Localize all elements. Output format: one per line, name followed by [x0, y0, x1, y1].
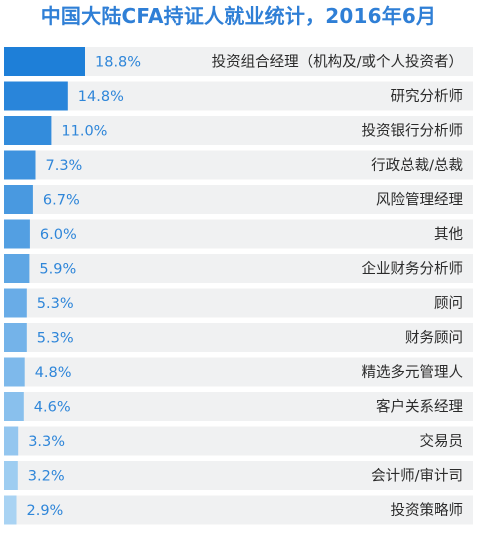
row-background	[4, 426, 473, 456]
category-label: 顾问	[434, 295, 463, 312]
category-label: 风险管理经理	[376, 192, 463, 209]
bar	[4, 392, 24, 421]
category-label: 投资银行分析师	[362, 123, 464, 140]
category-label: 研究分析师	[391, 88, 464, 105]
bar	[4, 81, 68, 111]
row-background	[4, 288, 473, 318]
category-label: 行政总裁/总裁	[371, 157, 463, 174]
row-background	[4, 323, 473, 352]
bar	[4, 357, 25, 387]
bar	[4, 426, 19, 456]
value-label: 3.2%	[28, 469, 65, 485]
category-label: 企业财务分析师	[362, 260, 464, 278]
category-label: 会计师/审计司	[371, 468, 463, 485]
bar	[4, 461, 18, 490]
bar	[4, 150, 36, 180]
row-background	[4, 495, 473, 525]
value-label: 11.0%	[61, 124, 107, 140]
value-label: 4.8%	[35, 365, 72, 381]
bar	[4, 116, 52, 145]
row-background	[4, 116, 473, 145]
value-label: 3.3%	[28, 434, 65, 450]
bar	[4, 323, 27, 352]
value-label: 5.3%	[37, 331, 74, 347]
bar	[4, 254, 30, 283]
category-label: 交易员	[420, 432, 464, 450]
bar	[4, 47, 85, 76]
value-label: 14.8%	[78, 89, 124, 105]
row-background	[4, 461, 473, 490]
value-label: 18.8%	[95, 55, 141, 71]
row-background	[4, 254, 473, 283]
row-background	[4, 357, 473, 387]
bar	[4, 288, 27, 318]
category-label: 其他	[434, 226, 463, 243]
value-label: 2.9%	[27, 503, 64, 519]
row-background	[4, 150, 473, 180]
value-label: 5.3%	[37, 296, 74, 312]
row-background	[4, 185, 473, 214]
row-background	[4, 392, 473, 421]
value-label: 7.3%	[46, 158, 83, 174]
bar	[4, 495, 17, 525]
category-label: 投资策略师	[391, 502, 464, 519]
row-background	[4, 219, 473, 249]
chart-rows: 18.8% 投资组合经理（机构及/或个人投资者） 14.8% 研究分析师 11.0% 投资…	[4, 47, 473, 525]
value-label: 6.0%	[40, 227, 77, 243]
value-label: 5.9%	[39, 262, 76, 278]
chart-title: 中国大陆CFA持证人就业统计，2016年6月	[40, 4, 437, 28]
category-label: 客户关系经理	[376, 399, 463, 416]
value-label: 4.6%	[34, 400, 71, 416]
bar	[4, 185, 33, 214]
category-label: 投资组合经理（机构及/或个人投资者）	[212, 54, 463, 71]
value-label: 6.7%	[43, 193, 80, 209]
bar	[4, 219, 30, 249]
row-background	[4, 81, 473, 111]
category-label: 精选多元管理人	[362, 364, 464, 381]
category-label: 财务顾问	[405, 330, 463, 347]
